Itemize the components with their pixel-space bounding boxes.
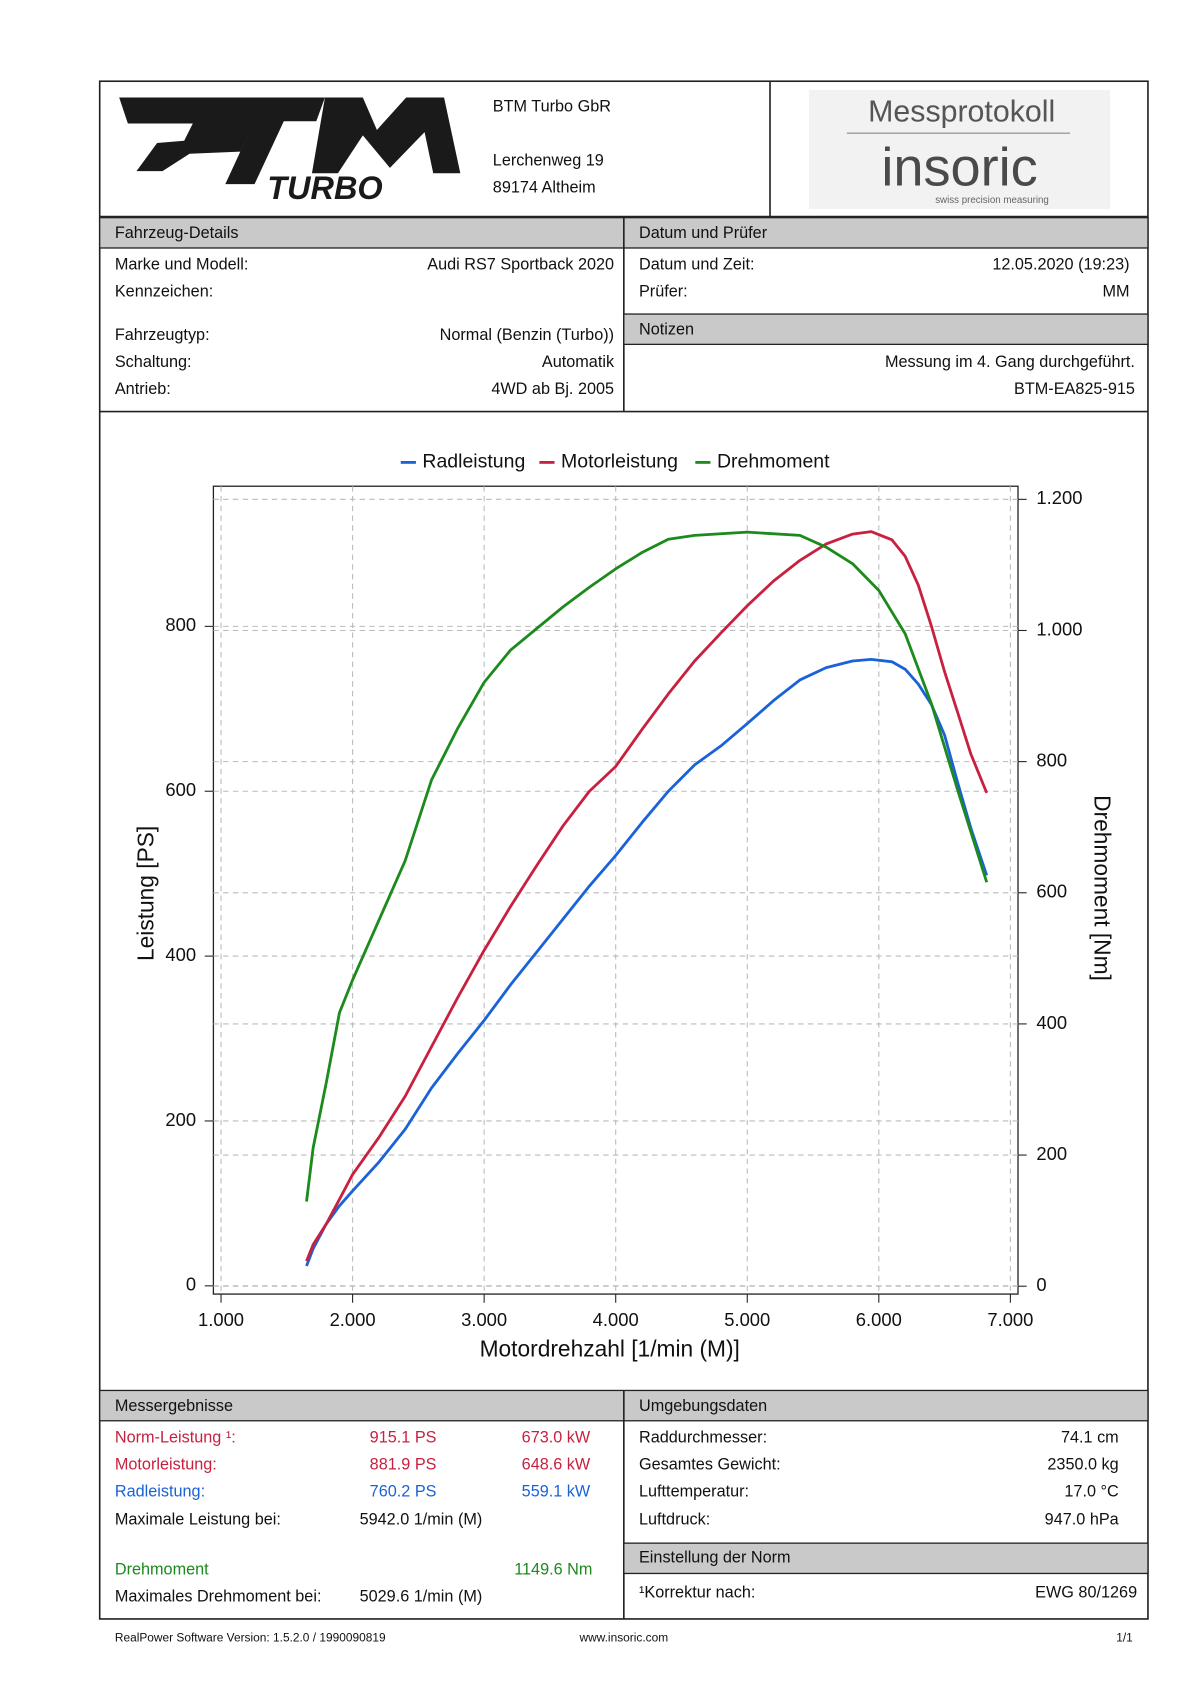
- company-street: Lerchenweg 19: [493, 152, 604, 170]
- y-tick-label: 800: [165, 614, 196, 635]
- ambient-label: Raddurchmesser:: [639, 1428, 767, 1446]
- norm-label: ¹Korrektur nach:: [639, 1583, 755, 1601]
- legend-label: Motorleistung: [561, 451, 678, 473]
- y-axis-label: Leistung [PS]: [132, 826, 158, 961]
- norm-value: EWG 80/1269: [1035, 1583, 1137, 1601]
- series-line: [305, 530, 989, 1262]
- result-label: Radleistung:: [115, 1483, 205, 1501]
- logo-shape: [212, 97, 325, 185]
- y-tick-label: 0: [186, 1274, 196, 1295]
- ambient-value: 2350.0 kg: [1047, 1455, 1118, 1473]
- x-tick-label: 7.000: [987, 1309, 1033, 1330]
- series-line: [305, 657, 989, 1267]
- y2-tick-label: 800: [1036, 749, 1067, 770]
- result-label: Drehmoment: [115, 1561, 209, 1579]
- ambient-value: 74.1 cm: [1061, 1428, 1119, 1446]
- section-title: Fahrzeug-Details: [115, 224, 239, 242]
- ambient-label: Gesamtes Gewicht:: [639, 1455, 781, 1473]
- result-ps: 915.1 PS: [370, 1428, 437, 1446]
- field-label: Kennzeichen:: [115, 283, 213, 301]
- field-label: Marke und Modell:: [115, 256, 249, 274]
- brand-tagline: swiss precision measuring: [935, 195, 1049, 206]
- y2-tick-label: 200: [1036, 1143, 1067, 1164]
- result-ps: 881.9 PS: [370, 1455, 437, 1473]
- ambient-label: Lufttemperatur:: [639, 1483, 749, 1501]
- note-line: Messung im 4. Gang durchgeführt.: [885, 353, 1135, 371]
- result-kw: 673.0 kW: [522, 1428, 591, 1446]
- company-name: BTM Turbo GbR: [493, 98, 611, 116]
- logo-shape: [311, 97, 461, 174]
- y-tick-label: 600: [165, 779, 196, 800]
- y2-tick-label: 600: [1036, 881, 1067, 902]
- logo-box: [809, 89, 1111, 210]
- result-label: Maximales Drehmoment bei:: [115, 1588, 322, 1606]
- y2-tick-label: 0: [1036, 1274, 1046, 1295]
- result-label: Maximale Leistung bei:: [115, 1511, 281, 1529]
- field-label: Datum und Zeit:: [639, 256, 755, 274]
- legend-label: Radleistung: [422, 451, 525, 473]
- field-label: Schaltung:: [115, 353, 192, 371]
- company-city: 89174 Altheim: [493, 179, 596, 197]
- result-value: 5029.6 1/min (M): [360, 1588, 483, 1606]
- section-title: Notizen: [639, 321, 694, 339]
- result-label: Norm-Leistung ¹:: [115, 1428, 236, 1446]
- section-title: Messergebnisse: [115, 1397, 233, 1415]
- y2-tick-label: 1.000: [1036, 618, 1082, 639]
- series-line: [305, 530, 989, 1202]
- result-kw: 648.6 kW: [522, 1455, 591, 1473]
- x-axis-label: Motordrehzahl [1/min (M)]: [480, 1335, 740, 1361]
- logo-text: TURBO: [267, 170, 382, 206]
- field-value: 4WD ab Bj. 2005: [491, 380, 614, 398]
- y-tick-label: 400: [165, 944, 196, 965]
- field-label: Antrieb:: [115, 380, 171, 398]
- y-tick-label: 200: [165, 1109, 196, 1130]
- ambient-value: 17.0 °C: [1064, 1483, 1119, 1501]
- result-ps: 760.2 PS: [370, 1483, 437, 1501]
- btm-logo: TURBO: [119, 97, 461, 206]
- field-value: MM: [1102, 283, 1129, 301]
- footer-page: 1/1: [1116, 1631, 1133, 1645]
- field-value: 12.05.2020 (19:23): [992, 256, 1129, 274]
- result-label: Motorleistung:: [115, 1455, 217, 1473]
- protocol-title: Messprotokoll: [868, 96, 1055, 129]
- result-value: 5942.0 1/min (M): [360, 1511, 483, 1529]
- x-tick-label: 1.000: [198, 1309, 244, 1330]
- x-tick-label: 3.000: [461, 1309, 507, 1330]
- legend-label: Drehmoment: [717, 451, 830, 473]
- field-value: Normal (Benzin (Turbo)): [440, 326, 614, 344]
- footer-url: www.insoric.com: [578, 1631, 668, 1645]
- y2-tick-label: 1.200: [1036, 487, 1082, 508]
- footer-software: RealPower Software Version: 1.5.2.0 / 19…: [115, 1631, 386, 1645]
- section-title: Einstellung der Norm: [639, 1549, 791, 1567]
- field-value: Audi RS7 Sportback 2020: [427, 256, 614, 274]
- x-tick-label: 2.000: [330, 1309, 376, 1330]
- field-label: Prüfer:: [639, 283, 688, 301]
- section-bar: [623, 313, 1149, 346]
- y2-axis-label: Drehmoment [Nm]: [1089, 795, 1115, 981]
- y2-tick-label: 400: [1036, 1012, 1067, 1033]
- note-line: BTM-EA825-915: [1014, 380, 1135, 398]
- field-label: Fahrzeugtyp:: [115, 326, 210, 344]
- section-title: Umgebungsdaten: [639, 1397, 767, 1415]
- brand-name: insoric: [881, 137, 1037, 197]
- x-tick-label: 4.000: [593, 1309, 639, 1330]
- result-kw: 559.1 kW: [522, 1483, 591, 1501]
- ambient-value: 947.0 hPa: [1045, 1511, 1120, 1529]
- field-value: Automatik: [542, 353, 615, 371]
- x-tick-label: 6.000: [856, 1309, 902, 1330]
- section-title: Datum und Prüfer: [639, 224, 768, 242]
- x-tick-label: 5.000: [724, 1309, 770, 1330]
- result-value: 1149.6 Nm: [514, 1561, 592, 1579]
- ambient-label: Luftdruck:: [639, 1511, 710, 1529]
- section-bar: [623, 1542, 1149, 1575]
